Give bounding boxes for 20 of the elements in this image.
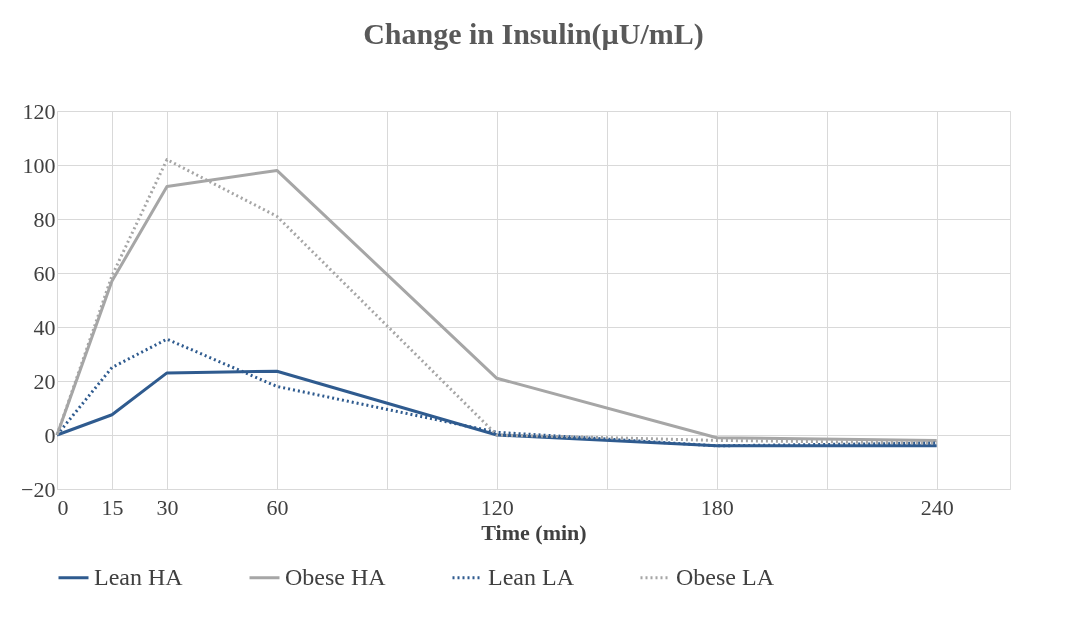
y-tick-label: −20: [21, 476, 56, 502]
x-tick-label: 60: [266, 494, 289, 520]
legend-label: Lean HA: [94, 563, 184, 590]
y-tick-label: 0: [44, 422, 56, 448]
legend-label: Lean LA: [488, 563, 575, 590]
x-tick-label: 180: [700, 494, 734, 520]
x-tick-label: 120: [480, 494, 514, 520]
y-tick-label: 100: [22, 152, 56, 178]
y-tick-label: 120: [22, 98, 56, 124]
y-tick-label: 60: [33, 260, 56, 286]
y-tick-label: 20: [33, 368, 56, 394]
legend-label: Obese LA: [676, 563, 775, 590]
y-tick-label: 40: [33, 314, 56, 340]
x-tick-label: 30: [156, 494, 179, 520]
chart-title: Change in Insulin(µU/mL): [363, 17, 704, 51]
x-axis-title: Time (min): [481, 519, 587, 545]
x-tick-label: 240: [920, 494, 954, 520]
y-tick-label: 80: [33, 206, 56, 232]
legend-label: Obese HA: [285, 563, 387, 590]
x-tick-label: 15: [101, 494, 124, 520]
